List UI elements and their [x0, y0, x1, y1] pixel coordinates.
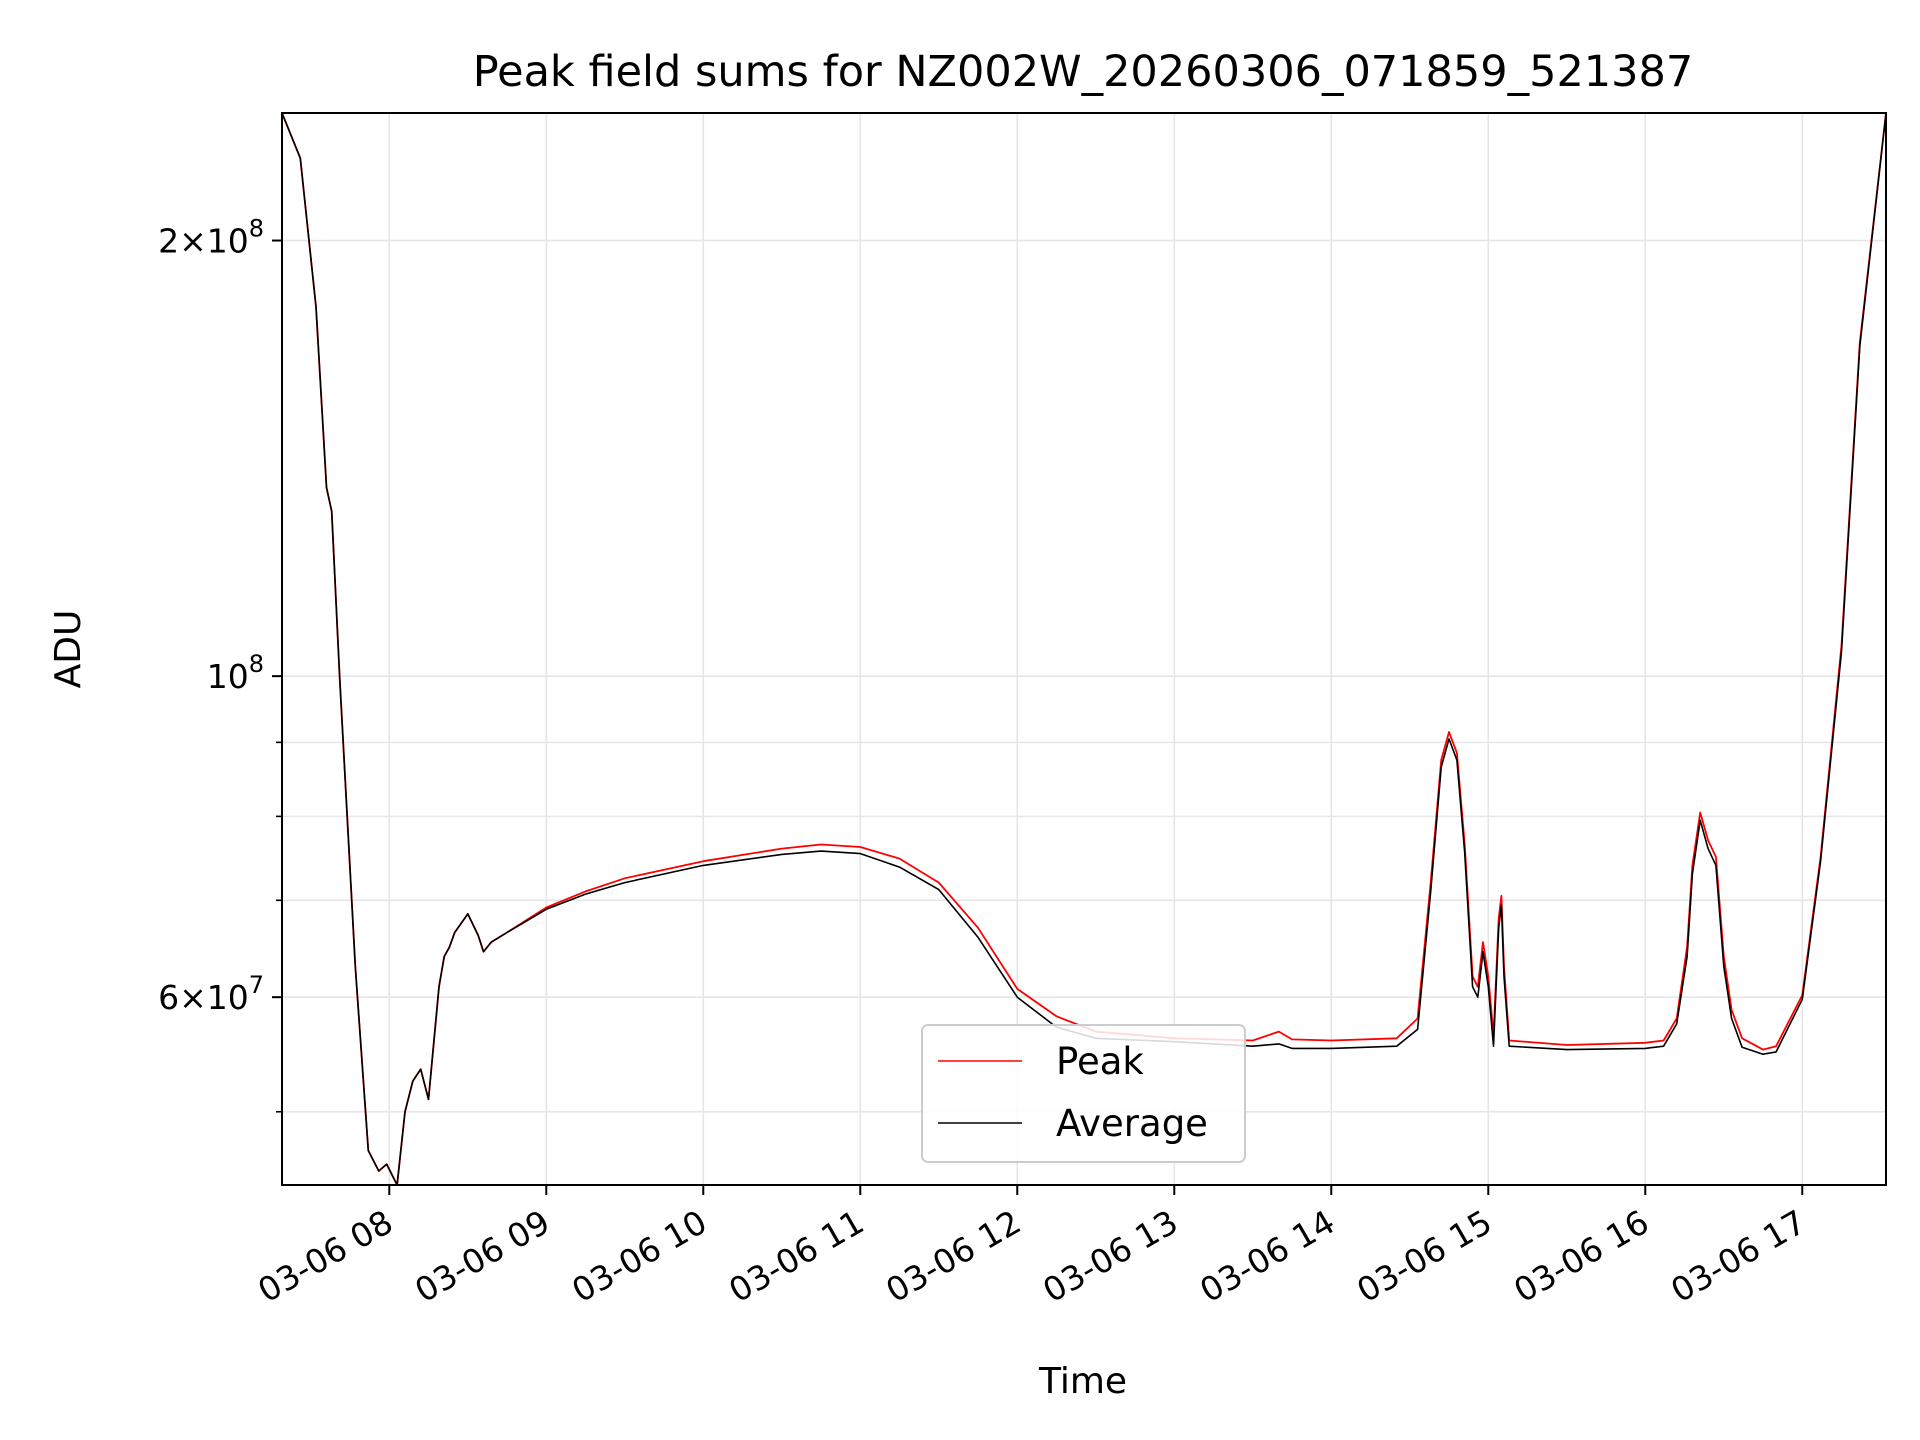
- legend-box: [921, 1024, 1246, 1163]
- legend: Peak Average: [921, 1024, 1246, 1163]
- y-tick-label: 108: [207, 650, 264, 696]
- legend-label-average: Average: [1056, 1102, 1208, 1145]
- y-tick-label: 2×108: [158, 215, 264, 261]
- y-axis-ticks: 2×108 108 6×107: [158, 215, 282, 1113]
- legend-label-peak: Peak: [1056, 1040, 1144, 1083]
- plot-frame: [281, 112, 1887, 1186]
- y-axis-label: ADU: [48, 610, 89, 689]
- y-tick-label: 6×107: [158, 971, 264, 1017]
- plot-lines: [282, 113, 1886, 1185]
- chart-title: Peak field sums for NZ002W_20260306_0718…: [473, 47, 1694, 97]
- series-line-average: [282, 113, 1886, 1185]
- x-axis-label: Time: [1038, 1361, 1127, 1402]
